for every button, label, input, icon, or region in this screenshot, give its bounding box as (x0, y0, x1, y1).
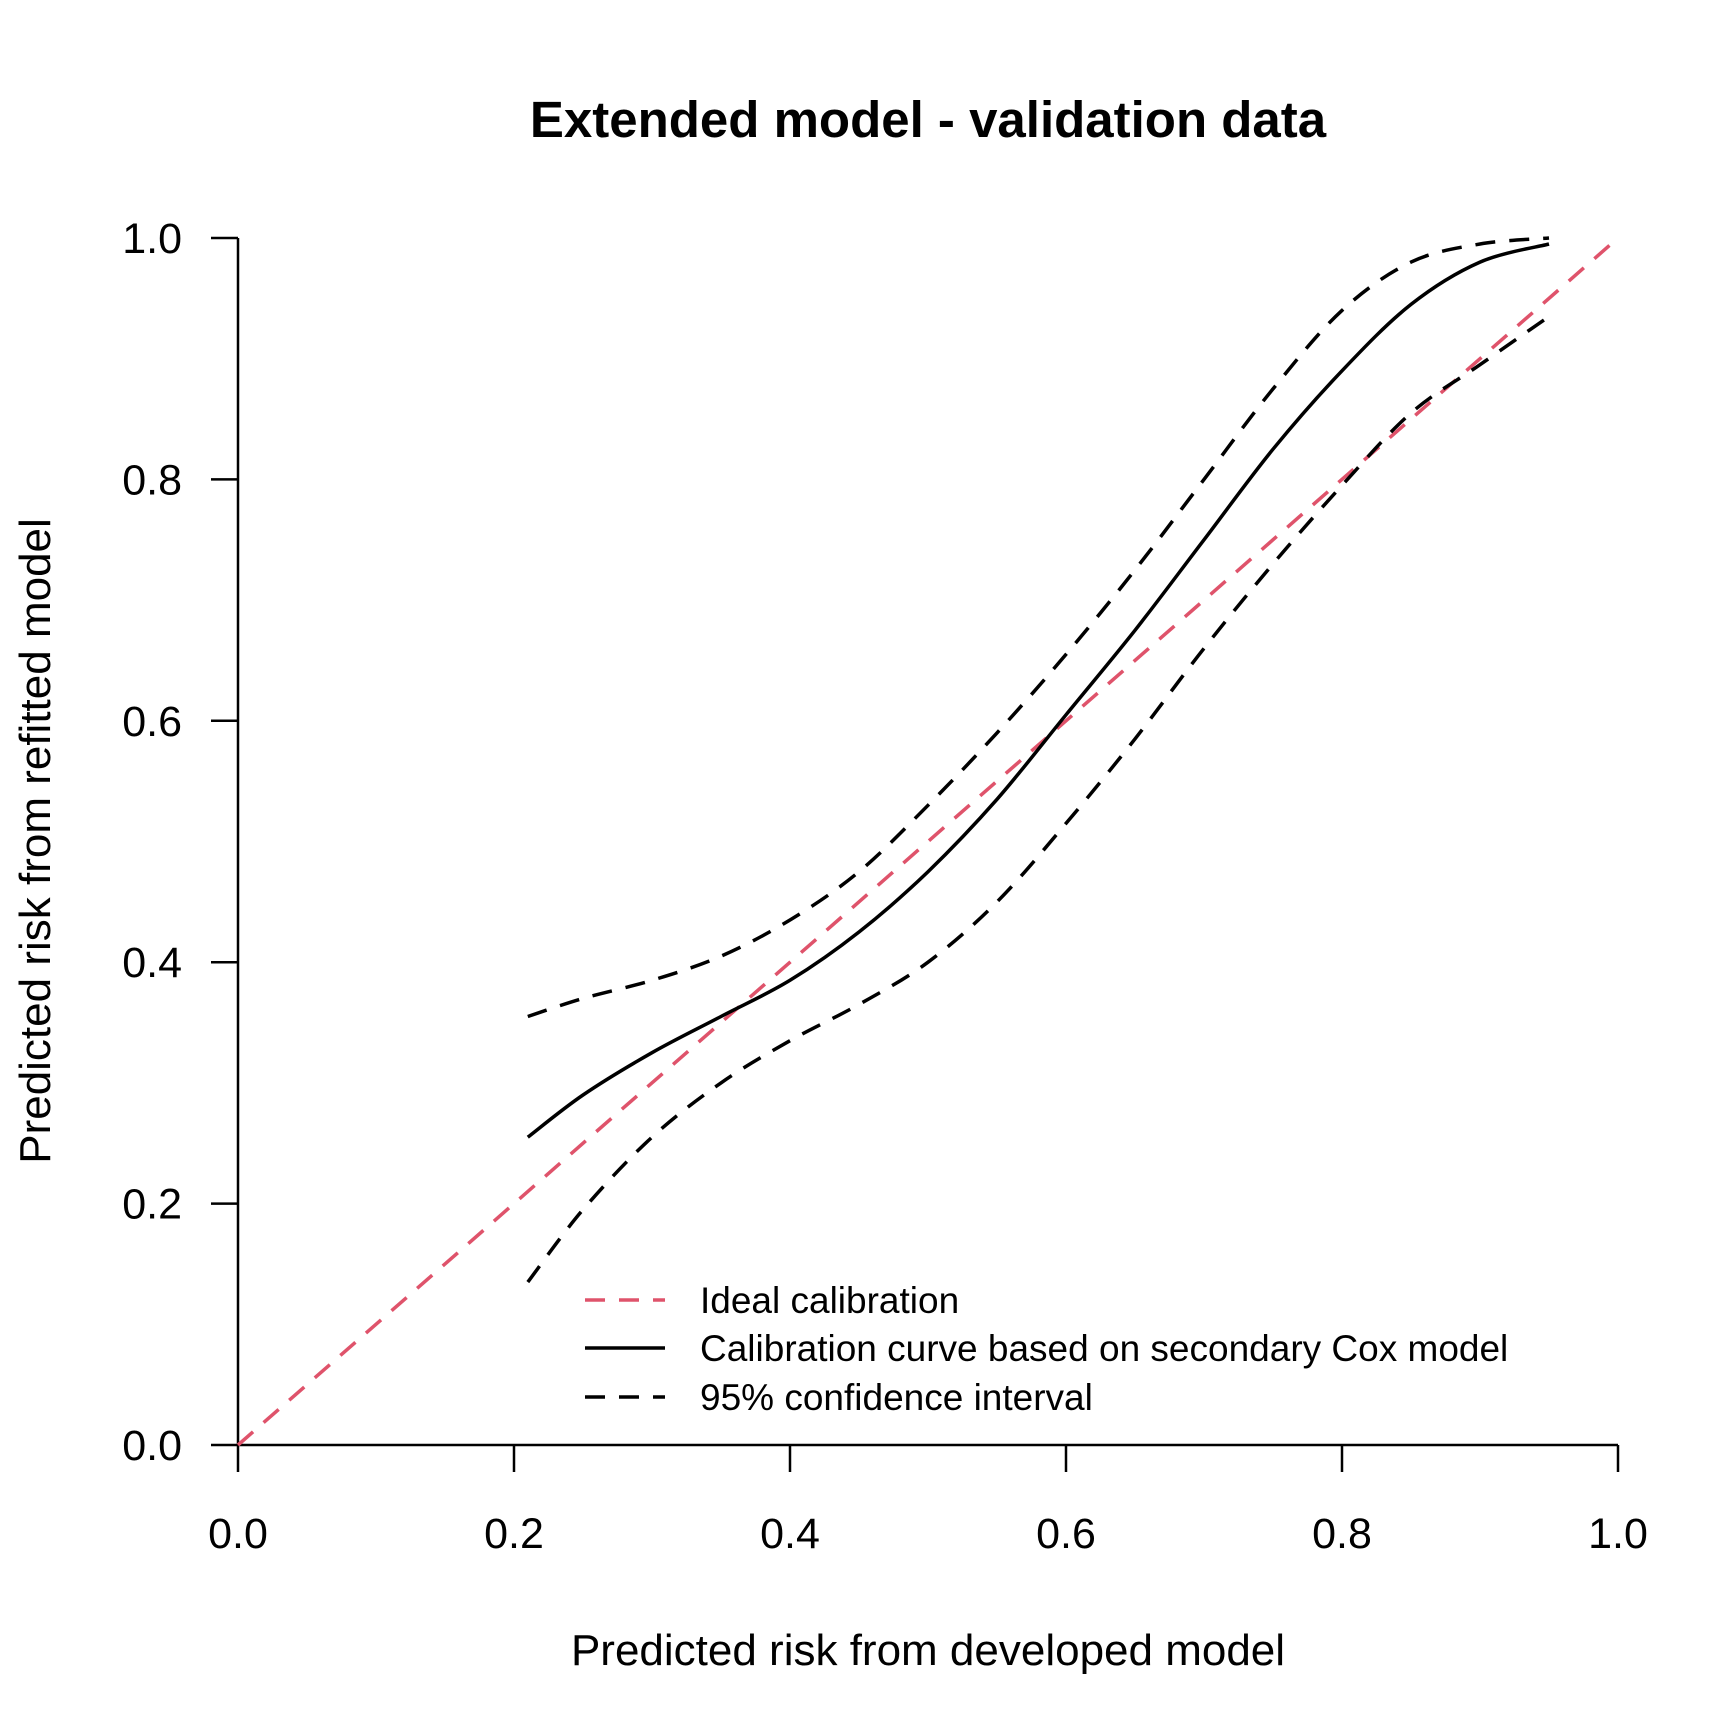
legend-label: Calibration curve based on secondary Cox… (700, 1328, 1508, 1369)
axes (236, 238, 1618, 1447)
y-tick-label: 0.0 (122, 1422, 182, 1470)
y-tick-label: 0.2 (122, 1181, 182, 1229)
ci-lower-line (526, 315, 1550, 1284)
legend: Ideal calibration Calibration curve based… (585, 1280, 1508, 1418)
x-ticks: 0.0 0.2 0.4 0.6 0.8 1.0 (208, 1445, 1648, 1558)
y-tick-label: 0.4 (122, 939, 182, 987)
x-axis-label: Predicted risk from developed model (571, 1626, 1285, 1675)
y-ticks: 0.0 0.2 0.4 0.6 0.8 1.0 (122, 215, 238, 1470)
x-tick-label: 0.8 (1312, 1510, 1372, 1558)
y-tick-label: 1.0 (122, 215, 182, 263)
y-tick-label: 0.8 (122, 456, 182, 504)
legend-label: 95% confidence interval (700, 1377, 1093, 1418)
x-tick-label: 0.4 (760, 1510, 820, 1558)
ci-upper-line (527, 236, 1550, 1019)
x-tick-label: 0.2 (484, 1510, 544, 1558)
calibration-curve-line (526, 242, 1550, 1139)
series-layer (236, 236, 1620, 1447)
legend-label: Ideal calibration (700, 1280, 959, 1321)
x-tick-label: 0.6 (1036, 1510, 1096, 1558)
y-tick-label: 0.6 (122, 698, 182, 746)
x-tick-label: 0.0 (208, 1510, 268, 1558)
ideal-calibration-line (236, 236, 1620, 1447)
x-tick-label: 1.0 (1588, 1510, 1648, 1558)
y-axis-label: Predicted risk from refitted model (11, 518, 60, 1164)
chart-title: Extended model - validation data (530, 91, 1327, 148)
